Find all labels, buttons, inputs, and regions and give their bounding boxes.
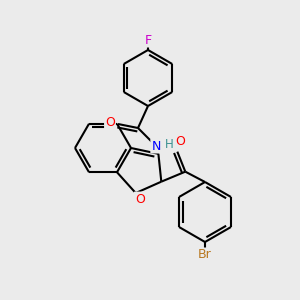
- Text: Br: Br: [198, 248, 212, 262]
- Text: O: O: [105, 116, 115, 128]
- Text: O: O: [176, 135, 185, 148]
- Text: H: H: [165, 139, 173, 152]
- Text: F: F: [144, 34, 152, 46]
- Text: O: O: [135, 193, 145, 206]
- Text: N: N: [151, 140, 161, 152]
